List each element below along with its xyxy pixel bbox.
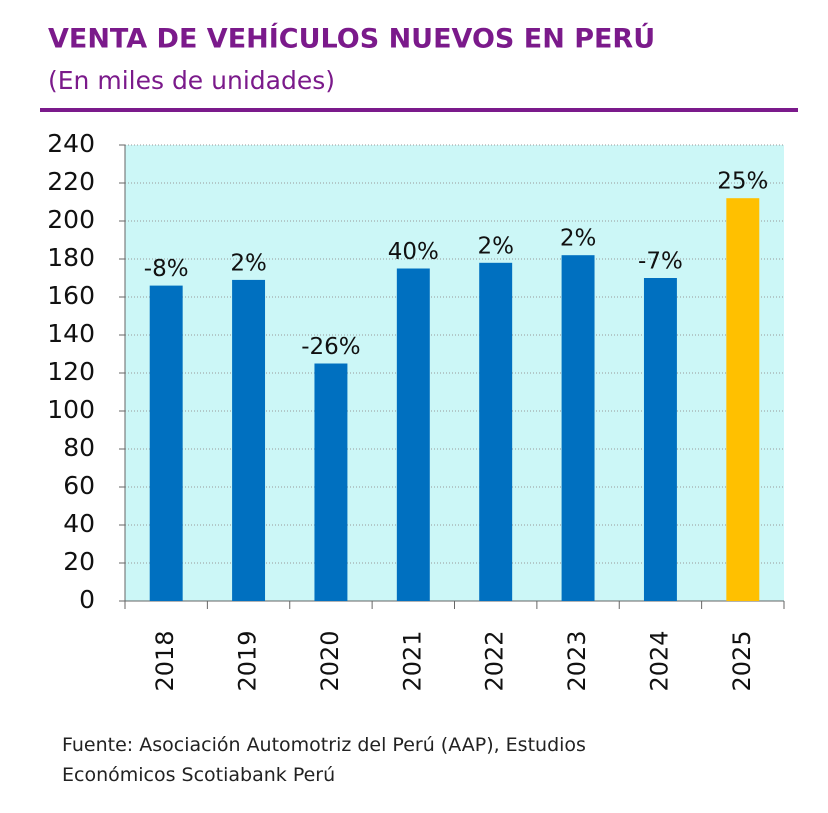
x-tick-label: 2023 [563,630,591,691]
x-tick-label: 2020 [316,630,344,691]
bar [396,268,430,601]
y-tick-label: 40 [63,509,95,538]
y-tick-label: 20 [63,547,95,576]
y-tick-label: 160 [47,281,95,310]
y-tick-label: 0 [79,585,95,614]
plot-area [125,145,784,601]
y-tick-label: 140 [47,319,95,348]
y-tick-label: 240 [47,129,95,158]
bar [232,279,266,601]
bar [726,198,760,601]
x-tick-label: 2018 [151,630,179,691]
growth-label: -7% [638,249,683,275]
bar [643,278,677,601]
growth-label: 2% [477,233,514,259]
x-tick-label: 2021 [398,630,426,691]
growth-label: 40% [388,239,439,265]
growth-label: 25% [717,169,768,195]
y-tick-label: 60 [63,471,95,500]
chart-title: VENTA DE VEHÍCULOS NUEVOS EN PERÚ [48,23,655,55]
x-tick-label: 2024 [645,630,673,691]
growth-label: 2% [230,250,267,276]
y-tick-label: 180 [47,243,95,272]
chart-subtitle: (En miles de unidades) [48,66,335,95]
x-tick-label: 2025 [728,630,756,691]
title-rule [40,108,798,112]
x-tick-label: 2022 [481,630,509,691]
y-tick-label: 200 [47,205,95,234]
growth-label: 2% [560,226,597,252]
bar [314,363,348,601]
bar [149,285,183,601]
y-tick-label: 100 [47,395,95,424]
bar [479,262,513,601]
growth-label: -8% [144,256,189,282]
y-tick-label: 220 [47,167,95,196]
x-tick-label: 2019 [234,630,262,691]
y-tick-label: 120 [47,357,95,386]
source-note: Fuente: Asociación Automotriz del Perú (… [62,734,586,786]
growth-label: -26% [301,334,360,360]
bar [561,255,595,601]
y-tick-label: 80 [63,433,95,462]
